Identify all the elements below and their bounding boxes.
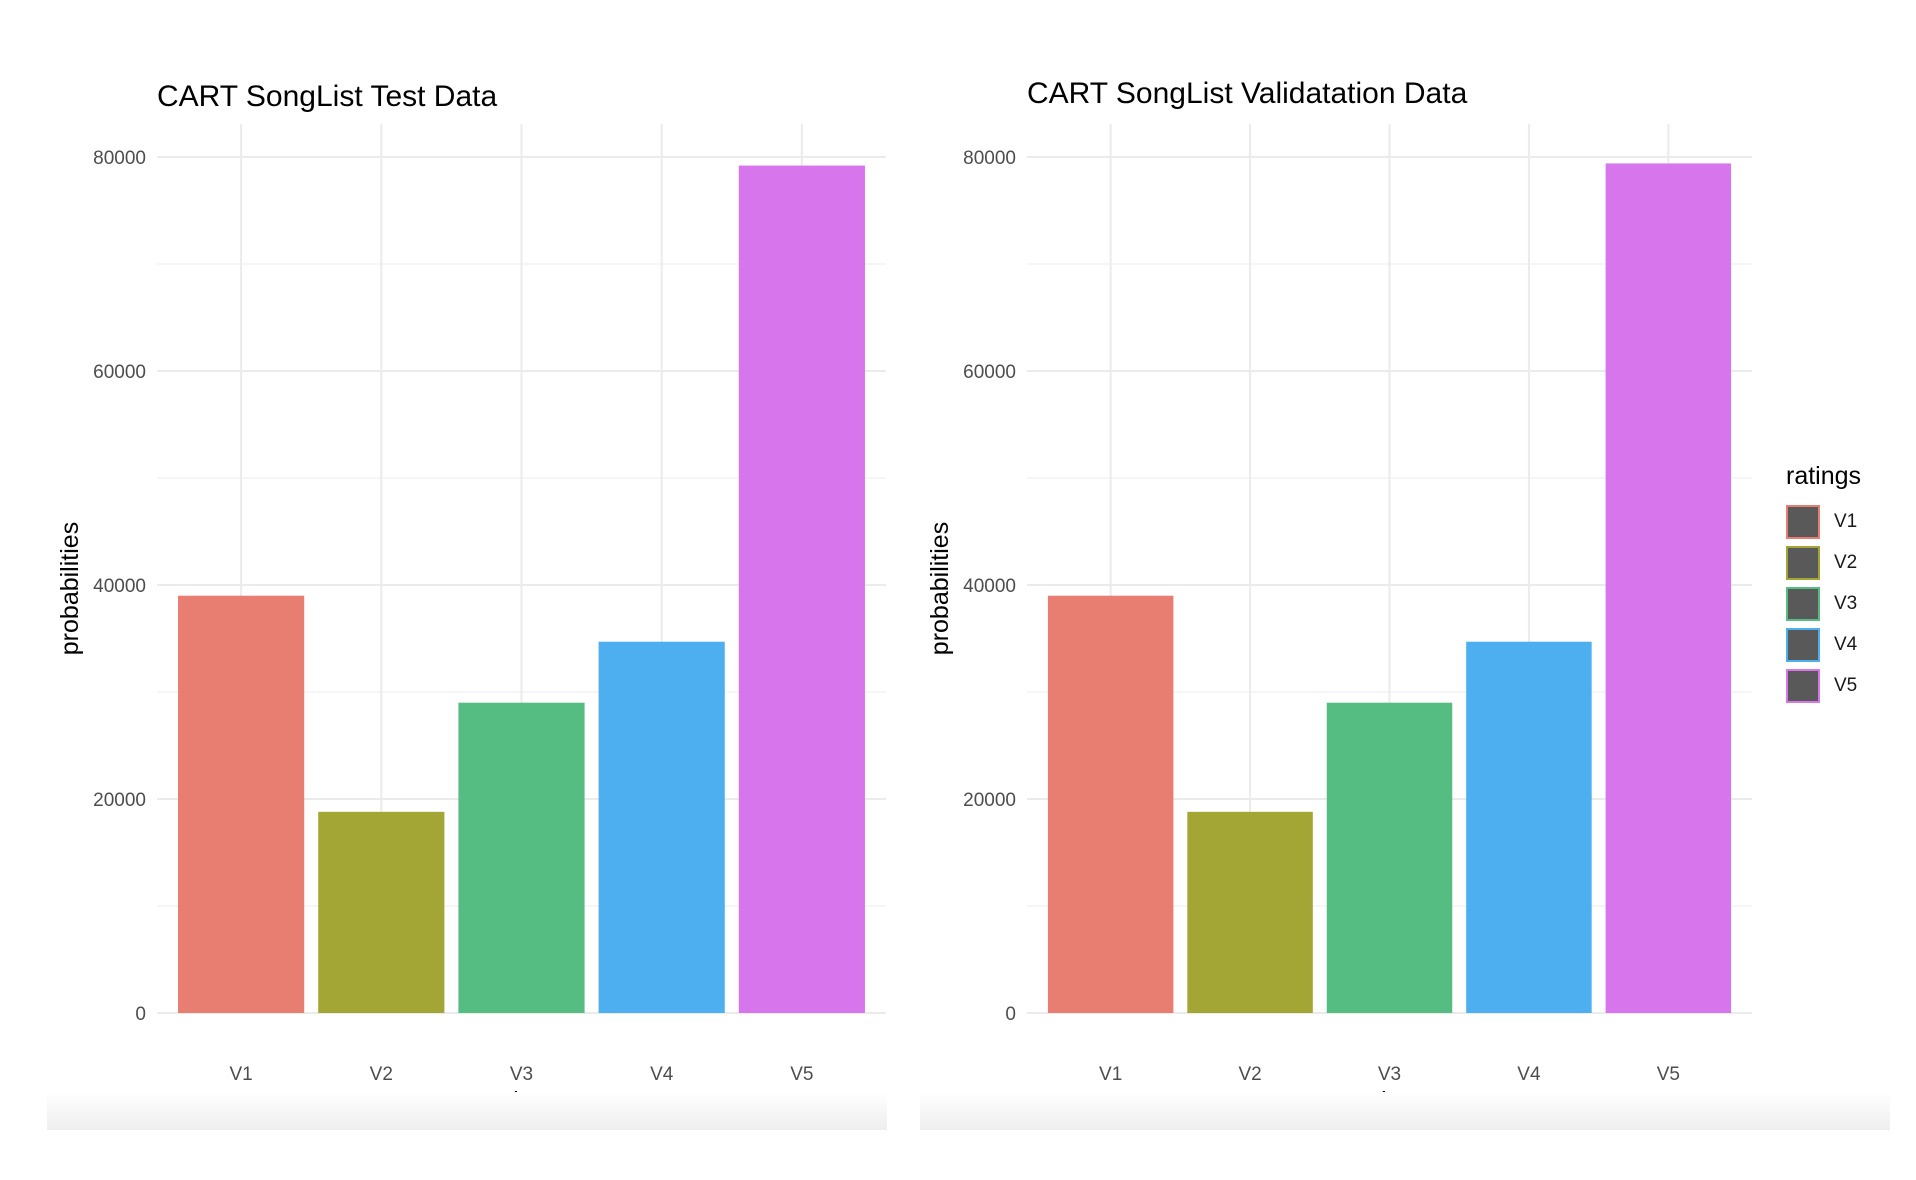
x-tick-label: V1 — [1099, 1064, 1122, 1085]
legend-key — [1786, 668, 1820, 703]
y-tick-label: 20000 — [93, 790, 146, 811]
legend-key — [1786, 627, 1820, 662]
bar-v1 — [1047, 595, 1174, 1013]
legend-item-v5: V5 — [1786, 665, 1906, 706]
bar-v4 — [1466, 641, 1592, 1013]
x-tick-label: V4 — [1517, 1064, 1541, 1085]
x-tick-label: V4 — [650, 1064, 674, 1085]
bars — [178, 165, 865, 1013]
legend-key — [1786, 545, 1820, 580]
legend-label: V5 — [1834, 674, 1858, 696]
bar-v2 — [318, 811, 445, 1013]
bar-v3 — [1326, 702, 1453, 1013]
legend-label: V1 — [1834, 510, 1858, 532]
x-tick-label: V3 — [510, 1064, 533, 1085]
y-tick-label: 60000 — [93, 362, 146, 383]
y-tick-label: 0 — [1005, 1004, 1016, 1025]
y-tick-label: 0 — [135, 1004, 146, 1025]
legend-key — [1786, 504, 1820, 539]
chart-title: CART SongList Validatation Data — [1027, 77, 1468, 110]
panel-shade-validation — [920, 1092, 1890, 1130]
legend-item-v2: V2 — [1786, 542, 1906, 583]
bar-v2 — [1187, 811, 1313, 1013]
x-tick-label: V5 — [1657, 1064, 1680, 1085]
legend-label: V3 — [1834, 592, 1858, 614]
bars — [1047, 163, 1732, 1014]
y-tick-label: 20000 — [963, 790, 1016, 811]
legend-items: V1 V2 V3 V4 V5 — [1786, 501, 1906, 706]
chart-title: CART SongList Test Data — [157, 80, 497, 113]
y-axis-title: probabilities — [56, 522, 84, 655]
legend-label: V2 — [1834, 551, 1858, 573]
x-tick-label: V2 — [1238, 1064, 1261, 1085]
x-tick-label: V1 — [229, 1064, 252, 1085]
y-tick-label: 80000 — [963, 148, 1016, 169]
y-tick-label: 40000 — [963, 576, 1016, 597]
bar-chart-test: 0 20000 40000 60000 80000 V1 V2 V3 V4 V5 CART Song… — [56, 80, 886, 1115]
chart-panel-test: 0 20000 40000 60000 80000 V1 V2 V3 V4 V5 CART Song… — [0, 0, 900, 1180]
bar-v3 — [458, 702, 585, 1013]
legend-label: V4 — [1834, 633, 1858, 655]
y-tick-label: 80000 — [93, 148, 146, 169]
y-tick-label: 40000 — [93, 576, 146, 597]
bar-v5 — [738, 165, 865, 1013]
legend-item-v3: V3 — [1786, 583, 1906, 624]
legend-title: ratings — [1786, 462, 1862, 490]
legend-item-v1: V1 — [1786, 501, 1906, 542]
panel-shade-test — [47, 1092, 887, 1130]
bar-v4 — [598, 641, 725, 1013]
legend-item-v4: V4 — [1786, 624, 1906, 665]
x-tick-label: V2 — [370, 1064, 393, 1085]
chart-panel-validation: 0 20000 40000 60000 80000 V1 V2 V3 V4 V5 CART Song… — [900, 0, 1780, 1180]
bar-v5 — [1605, 163, 1732, 1014]
legend-key — [1786, 586, 1820, 621]
legend: ratings V1 V2 V3 V4 V5 — [1786, 462, 1906, 706]
y-tick-label: 60000 — [963, 362, 1016, 383]
y-axis-title: probabilities — [926, 522, 954, 655]
x-tick-label: V3 — [1378, 1064, 1401, 1085]
bar-chart-validation: 0 20000 40000 60000 80000 V1 V2 V3 V4 V5 CART Song… — [926, 77, 1752, 1115]
bar-v1 — [178, 595, 305, 1013]
x-tick-label: V5 — [790, 1064, 813, 1085]
